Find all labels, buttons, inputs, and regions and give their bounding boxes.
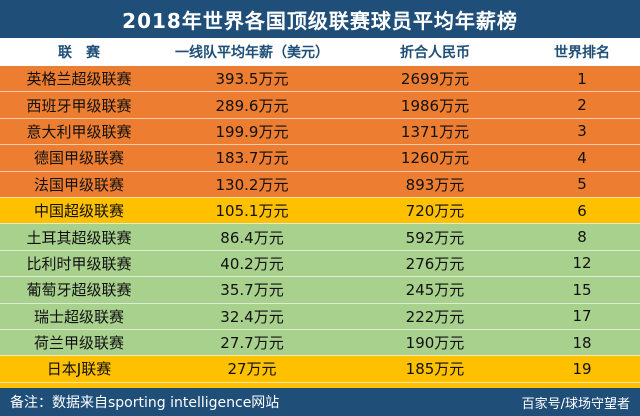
salary-table: 联 赛 一线队平均年薪（美元） 折合人民币 世界排名 英格兰超级联赛 393.5万…: [0, 38, 640, 409]
salary-cell: 40.2万元: [220, 254, 284, 273]
rmb-cell: 245万元: [405, 281, 465, 300]
table-row: 法国甲级联赛 130.2万元 893万元 5: [0, 170, 640, 197]
salary-cell: 393.5万元: [215, 70, 289, 89]
salary-cell: 105.1万元: [215, 202, 289, 221]
salary-cell: 289.6万元: [215, 96, 289, 115]
league-cell: 意大利甲级联赛: [26, 122, 132, 141]
table-row: 瑞士超级联赛 32.4万元 222万元 17: [0, 302, 640, 329]
league-cell: 中国超级联赛: [33, 202, 124, 221]
league-cell: 德国甲级联赛: [33, 149, 124, 168]
table-row: 中国超级联赛 105.1万元 720万元 6: [0, 196, 640, 224]
rmb-cell: 720万元: [405, 202, 465, 221]
league-cell: 法国甲级联赛: [33, 175, 124, 194]
rank-cell: 12: [572, 254, 592, 273]
table-row: 德国甲级联赛 183.7万元 1260万元 4: [0, 144, 640, 171]
table-header-row: 联 赛 一线队平均年薪（美元） 折合人民币 世界排名: [0, 38, 640, 66]
rank-cell: 15: [572, 280, 592, 299]
rank-cell: 5: [577, 175, 587, 194]
salary-cell: 130.2万元: [215, 175, 289, 194]
rmb-cell: 1986万元: [400, 96, 470, 115]
table-row: 葡萄牙超级联赛 35.7万元 245万元 15: [0, 276, 640, 303]
rank-cell: 18: [572, 333, 592, 352]
salary-cell: 32.4万元: [220, 307, 284, 326]
rank-cell: 3: [577, 122, 587, 141]
salary-cell: 183.7万元: [215, 149, 289, 168]
rmb-cell: 1260万元: [400, 149, 470, 168]
rank-cell: 4: [577, 148, 587, 167]
rank-cell: 1: [577, 69, 587, 88]
table-row: 土耳其超级联赛 86.4万元 592万元 8: [0, 223, 640, 250]
table-row: 比利时甲级联赛 40.2万元 276万元 12: [0, 249, 640, 277]
header-rmb: 折合人民币: [400, 45, 470, 61]
rank-cell: 8: [577, 228, 587, 247]
rmb-cell: 1371万元: [400, 122, 470, 141]
rmb-cell: 222万元: [405, 307, 465, 326]
salary-cell: 199.9万元: [215, 122, 289, 141]
table-row: 意大利甲级联赛 199.9万元 1371万元 3: [0, 117, 640, 145]
footer-credit: 百家号/球场守望者: [521, 396, 630, 412]
salary-cell: 27.7万元: [220, 334, 284, 353]
rmb-cell: 893万元: [405, 175, 465, 194]
page-title: 2018年世界各国顶级联赛球员平均年薪榜: [0, 0, 640, 38]
rank-cell: 19: [572, 359, 592, 378]
rmb-cell: 185万元: [405, 360, 465, 379]
rmb-cell: 190万元: [405, 334, 465, 353]
header-salary: 一线队平均年薪（美元）: [175, 45, 329, 61]
salary-cell: 86.4万元: [220, 228, 284, 247]
league-cell: 荷兰甲级联赛: [33, 334, 124, 353]
league-cell: 比利时甲级联赛: [26, 254, 132, 273]
league-cell: 日本J联赛: [46, 360, 112, 379]
rmb-cell: 2699万元: [400, 70, 470, 89]
table-row: 英格兰超级联赛 393.5万元 2699万元 1: [0, 66, 640, 92]
footer-note: 备注：数据来自sporting intelligence网站: [10, 395, 280, 411]
footer: 备注：数据来自sporting intelligence网站 百家号/球场守望者: [0, 388, 640, 416]
table-row: 西班牙甲级联赛 289.6万元 1986万元 2: [0, 91, 640, 118]
rank-cell: 17: [572, 307, 592, 326]
rmb-cell: 276万元: [405, 254, 465, 273]
league-cell: 葡萄牙超级联赛: [26, 281, 132, 300]
rank-cell: 2: [577, 96, 587, 115]
salary-cell: 27万元: [227, 360, 277, 379]
league-cell: 英格兰超级联赛: [26, 70, 132, 89]
salary-cell: 35.7万元: [220, 281, 284, 300]
league-cell: 土耳其超级联赛: [26, 228, 132, 247]
league-cell: 西班牙甲级联赛: [26, 96, 132, 115]
header-rank: 世界排名: [554, 45, 610, 61]
rank-cell: 6: [577, 201, 587, 220]
rmb-cell: 592万元: [405, 228, 465, 247]
table-row: 荷兰甲级联赛 27.7万元 190万元 18: [0, 328, 640, 356]
table-row: 日本J联赛 27万元 185万元 19: [0, 355, 640, 382]
header-league: 联 赛: [58, 45, 100, 61]
league-cell: 瑞士超级联赛: [33, 307, 124, 326]
